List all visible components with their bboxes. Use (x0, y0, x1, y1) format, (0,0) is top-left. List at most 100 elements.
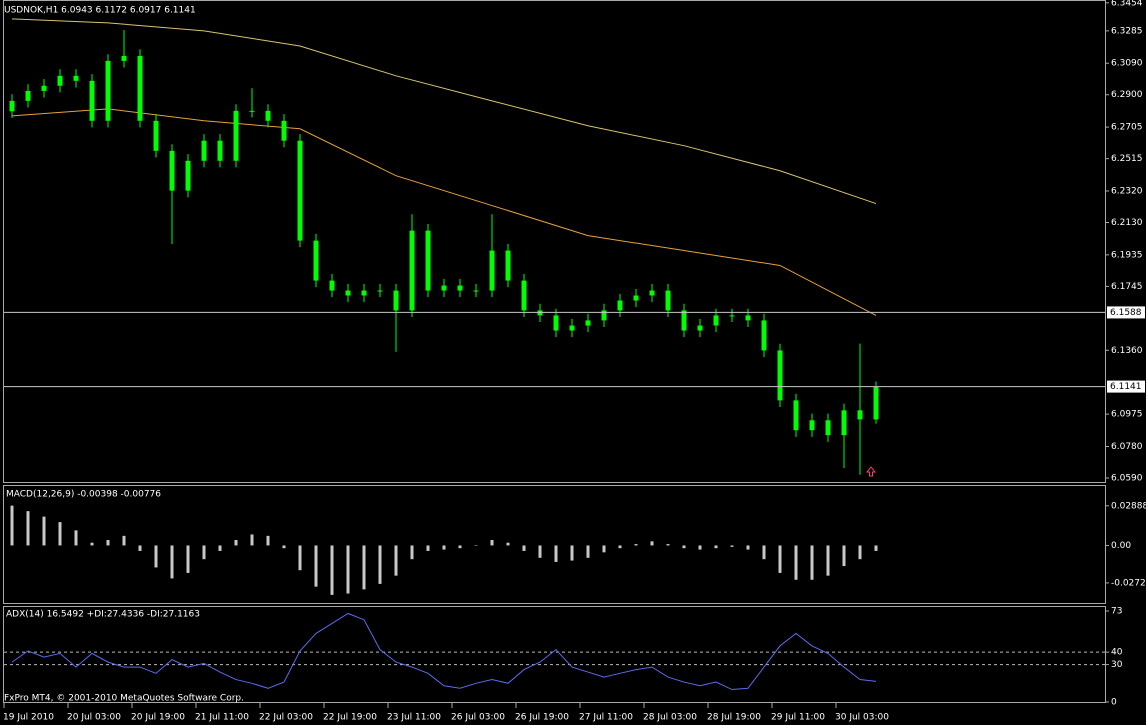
y-tick-label: 6.2900 (1111, 90, 1143, 100)
y-tick-label: 40 (1111, 648, 1123, 658)
x-tick-label: 29 Jul 11:00 (771, 713, 825, 723)
histogram-bar (106, 539, 110, 546)
histogram-bar (394, 545, 398, 576)
histogram-bar (74, 530, 78, 546)
candle-body (441, 285, 447, 291)
candle-body (169, 150, 175, 191)
candle-body (41, 85, 47, 91)
histogram-bar (762, 545, 766, 560)
histogram-bar (42, 516, 46, 546)
candle-body (57, 75, 63, 86)
adx-panel (3, 606, 1106, 703)
histogram-bar (218, 545, 222, 551)
candle-body (121, 55, 127, 61)
y-tick-label: 30 (1111, 660, 1123, 670)
histogram-bar (330, 545, 334, 595)
candle-body (409, 230, 415, 311)
histogram-bar (378, 545, 382, 584)
candle-body (313, 240, 319, 281)
candle-body (361, 290, 367, 296)
x-tick-label: 27 Jul 11:00 (579, 713, 633, 723)
footer: FxPro MT4, © 2001-2010 MetaQuotes Softwa… (4, 694, 244, 704)
candle-body (201, 140, 207, 161)
candle-body (137, 55, 143, 121)
candle-body (25, 90, 31, 101)
candle-body (649, 290, 655, 296)
candle-body (793, 400, 799, 431)
histogram-bar (170, 545, 174, 579)
histogram-bar (122, 535, 126, 546)
x-tick-label: 30 Jul 03:00 (835, 713, 889, 723)
candle-body (153, 120, 159, 151)
histogram-bar (714, 545, 718, 549)
candle-body (713, 315, 719, 326)
histogram-bar (842, 545, 846, 567)
x-tick-label: 21 Jul 11:00 (195, 713, 249, 723)
candle-body (9, 100, 15, 112)
histogram-bar (154, 545, 158, 568)
histogram-bar (458, 545, 462, 549)
candle-body (249, 110, 255, 112)
candle-body (473, 290, 479, 292)
histogram-bar (314, 545, 318, 587)
candle-body (809, 420, 815, 431)
candle-body (729, 315, 735, 317)
histogram-bar (90, 542, 94, 546)
candle-body (601, 310, 607, 321)
histogram-bar (730, 545, 734, 547)
histogram-bar (682, 545, 686, 549)
candle-body (745, 315, 751, 321)
y-tick-label: 6.2705 (1111, 123, 1143, 133)
histogram-bar (58, 522, 62, 546)
candle-body (681, 310, 687, 331)
candle-body (633, 295, 639, 301)
histogram-bar (874, 545, 878, 551)
candle-body (89, 80, 95, 121)
candle-body (761, 320, 767, 351)
candle-body (105, 60, 111, 121)
candle-body (553, 315, 559, 331)
candle-body (585, 320, 591, 326)
x-tick-label: 19 Jul 2010 (3, 713, 54, 723)
candle-body (393, 290, 399, 311)
histogram-bar (570, 545, 574, 561)
candle-body (265, 110, 271, 121)
moving-average (11, 18, 877, 205)
histogram-bar (810, 545, 814, 580)
histogram-bar (10, 505, 14, 546)
histogram-bar (346, 545, 350, 594)
histogram-bar (202, 545, 206, 560)
y-tick-label: 6.3090 (1111, 59, 1143, 69)
x-tick-label: 22 Jul 19:00 (323, 713, 377, 723)
histogram-bar (602, 545, 606, 553)
candle-body (217, 140, 223, 161)
candle-body (665, 290, 671, 311)
candle-body (425, 230, 431, 291)
histogram-bar (186, 545, 190, 573)
candle-body (825, 420, 831, 436)
indicator-line (11, 612, 877, 691)
adx-title: ADX(14) 16.5492 +DI:27.4336 -DI:27.1163 (6, 610, 200, 620)
x-tick-label: 23 Jul 11:00 (387, 713, 441, 723)
price-label-box (1107, 380, 1145, 393)
histogram-bar (234, 539, 238, 546)
histogram-bar (746, 545, 750, 550)
candle-body (489, 250, 495, 291)
x-tick-label: 20 Jul 03:00 (67, 713, 121, 723)
price-label: 6.1588 (1110, 308, 1142, 318)
x-tick-label: 22 Jul 03:00 (259, 713, 313, 723)
histogram-bar (426, 545, 430, 551)
y-tick-label: 6.1745 (1111, 282, 1143, 292)
histogram-bar (586, 545, 590, 558)
histogram-bar (522, 545, 526, 551)
candle-body (73, 75, 79, 81)
macd-title: MACD(12,26,9) -0.00398 -0.00776 (6, 490, 161, 500)
histogram-bar (826, 545, 830, 576)
x-tick-label: 26 Jul 03:00 (451, 713, 505, 723)
histogram-bar (442, 545, 446, 550)
x-tick-label: 26 Jul 19:00 (515, 713, 569, 723)
y-tick-label: 0.02888 (1111, 501, 1146, 511)
